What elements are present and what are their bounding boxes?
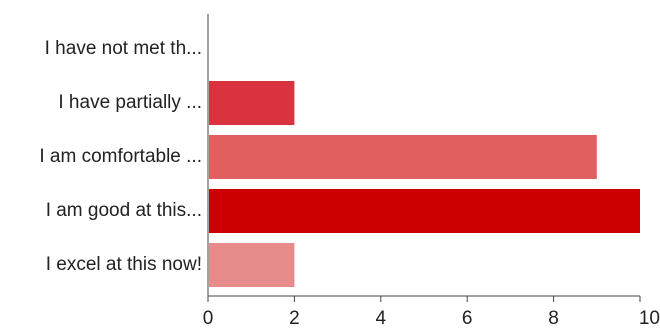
category-label: I am comfortable ... — [39, 146, 202, 167]
category-labels-group: I have not met th... I have partially ...… — [39, 38, 202, 275]
category-label: I excel at this now! — [46, 254, 202, 275]
x-tick-label: 6 — [462, 308, 473, 329]
category-label: I have partially ... — [58, 92, 202, 113]
bar[interactable] — [209, 243, 295, 287]
x-tick-label: 10 — [639, 308, 660, 329]
category-label: I am good at this... — [46, 200, 202, 221]
x-axis-ticks-group: 0 2 4 6 8 10 — [203, 296, 660, 329]
bar[interactable] — [209, 189, 640, 233]
x-tick-label: 8 — [548, 308, 559, 329]
bar[interactable] — [209, 81, 295, 125]
x-tick-label: 0 — [203, 308, 214, 329]
category-label: I have not met th... — [45, 38, 202, 59]
x-tick-label: 2 — [289, 308, 300, 329]
x-tick-label: 4 — [376, 308, 387, 329]
bar[interactable] — [209, 135, 597, 179]
bars-group — [209, 81, 640, 287]
